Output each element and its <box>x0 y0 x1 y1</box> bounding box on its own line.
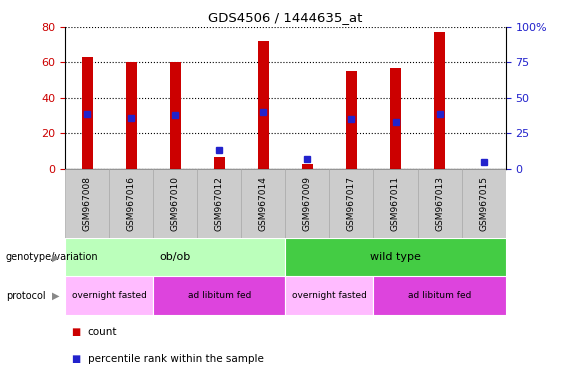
Text: GSM967010: GSM967010 <box>171 176 180 231</box>
Text: ad libitum fed: ad libitum fed <box>408 291 471 300</box>
Text: overnight fasted: overnight fasted <box>292 291 367 300</box>
Bar <box>109 169 153 238</box>
Bar <box>373 169 418 238</box>
Text: percentile rank within the sample: percentile rank within the sample <box>88 354 263 364</box>
Text: GSM967013: GSM967013 <box>435 176 444 231</box>
Bar <box>285 238 506 276</box>
Text: GSM967012: GSM967012 <box>215 176 224 231</box>
Text: GSM967015: GSM967015 <box>479 176 488 231</box>
Text: GSM967008: GSM967008 <box>82 176 92 231</box>
Bar <box>390 68 401 169</box>
Text: count: count <box>88 327 117 337</box>
Bar <box>241 169 285 238</box>
Bar <box>258 41 269 169</box>
Bar <box>462 169 506 238</box>
Text: ▶: ▶ <box>52 291 59 301</box>
Text: GSM967017: GSM967017 <box>347 176 356 231</box>
Bar <box>153 276 285 315</box>
Text: genotype/variation: genotype/variation <box>6 252 98 262</box>
Text: overnight fasted: overnight fasted <box>72 291 146 300</box>
Bar <box>346 71 357 169</box>
Bar <box>329 169 373 238</box>
Bar <box>65 238 285 276</box>
Text: GSM967009: GSM967009 <box>303 176 312 231</box>
Text: GSM967016: GSM967016 <box>127 176 136 231</box>
Text: ob/ob: ob/ob <box>159 252 191 262</box>
Bar <box>125 62 137 169</box>
Bar <box>170 62 181 169</box>
Bar <box>434 32 445 169</box>
Bar <box>285 169 329 238</box>
Text: wild type: wild type <box>370 252 421 262</box>
Text: GSM967014: GSM967014 <box>259 176 268 231</box>
Bar <box>81 57 93 169</box>
Bar <box>373 276 506 315</box>
Text: protocol: protocol <box>6 291 45 301</box>
Bar <box>214 157 225 169</box>
Text: ▶: ▶ <box>52 252 59 262</box>
Bar <box>153 169 197 238</box>
Title: GDS4506 / 1444635_at: GDS4506 / 1444635_at <box>208 11 363 24</box>
Bar <box>418 169 462 238</box>
Text: ■: ■ <box>71 327 80 337</box>
Bar <box>65 169 109 238</box>
Text: GSM967011: GSM967011 <box>391 176 400 231</box>
Text: ■: ■ <box>71 354 80 364</box>
Bar <box>285 276 373 315</box>
Bar <box>302 164 313 169</box>
Bar <box>65 276 153 315</box>
Text: ad libitum fed: ad libitum fed <box>188 291 251 300</box>
Bar <box>197 169 241 238</box>
